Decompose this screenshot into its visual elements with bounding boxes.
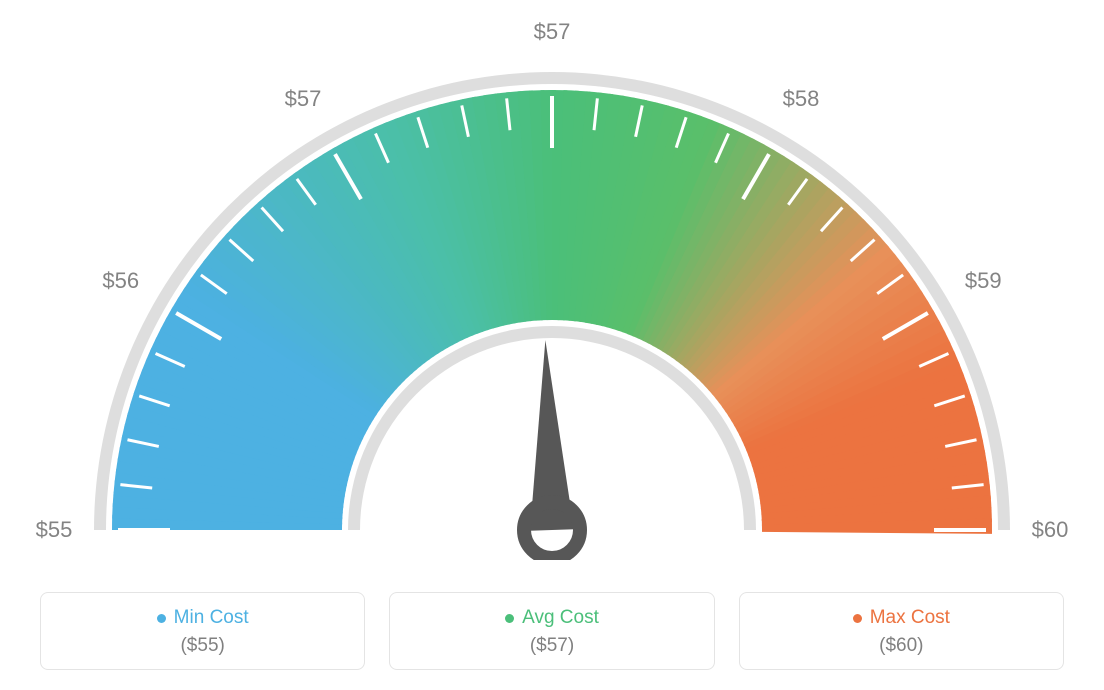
legend-card-max: Max Cost ($60) — [739, 592, 1064, 670]
legend-label: Avg Cost — [522, 607, 599, 629]
legend-title-max: Max Cost — [740, 607, 1063, 629]
legend-title-min: Min Cost — [41, 607, 364, 629]
gauge-tick-label: $60 — [1032, 517, 1069, 543]
gauge-tick-label: $56 — [102, 268, 139, 294]
chart-container: $55 $56 $57 $57 $58 $59 $60 Min Cost ($55) Avg… — [0, 0, 1104, 690]
dot-icon — [505, 614, 514, 623]
legend-title-avg: Avg Cost — [390, 607, 713, 629]
legend-label: Min Cost — [174, 607, 249, 629]
gauge-tick-label: $59 — [965, 268, 1002, 294]
gauge: $55 $56 $57 $57 $58 $59 $60 — [0, 0, 1104, 560]
gauge-tick-label: $55 — [36, 517, 73, 543]
legend-label: Max Cost — [870, 607, 950, 629]
legend-card-avg: Avg Cost ($57) — [389, 592, 714, 670]
dot-icon — [157, 614, 166, 623]
legend-value: ($55) — [41, 635, 364, 657]
gauge-tick-label: $58 — [783, 86, 820, 112]
gauge-tick-label: $57 — [285, 86, 322, 112]
legend-row: Min Cost ($55) Avg Cost ($57) Max Cost (… — [40, 592, 1064, 670]
gauge-tick-label: $57 — [534, 19, 571, 45]
legend-card-min: Min Cost ($55) — [40, 592, 365, 670]
legend-value: ($60) — [740, 635, 1063, 657]
dot-icon — [853, 614, 862, 623]
legend-value: ($57) — [390, 635, 713, 657]
